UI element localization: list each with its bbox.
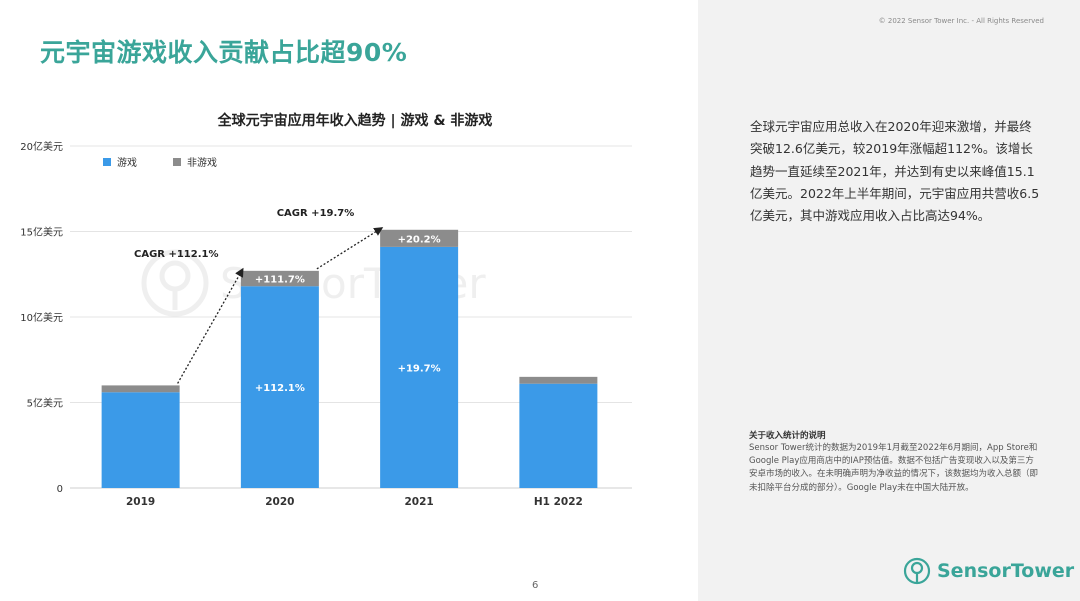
sensor-tower-logo: SensorTower xyxy=(903,557,1074,585)
copyright-text: © 2022 Sensor Tower Inc. - All Rights Re… xyxy=(878,17,1044,25)
bar-data-label: +19.7% xyxy=(398,363,441,374)
bar-data-label: +112.1% xyxy=(255,383,305,394)
bar-game xyxy=(380,246,459,488)
bar-data-label: +20.2% xyxy=(398,234,441,245)
cagr-label: CAGR +112.1% xyxy=(134,249,219,260)
chart-title: 全球元宇宙应用年收入趋势 | 游戏 & 非游戏 xyxy=(217,113,493,129)
bar-non-game xyxy=(519,376,598,384)
x-tick-label: 2019 xyxy=(126,496,155,508)
chart: 0 5亿美元 10亿美元 15亿美元 20亿美元 2019 2020 2021 H1 2022 +… xyxy=(20,140,632,508)
bar-game xyxy=(519,383,598,488)
x-tick-label: H1 2022 xyxy=(534,496,583,508)
page-number: 6 xyxy=(532,580,539,591)
legend-label: 非游戏 xyxy=(187,156,217,169)
summary-text: 全球元宇宙应用总收入在2020年迎来激增，并最终突破12.6亿美元，较2019年… xyxy=(750,119,1040,224)
page-title: 元宇宙游戏收入贡献占比超90% xyxy=(40,38,408,67)
y-tick-label: 0 xyxy=(57,484,63,495)
bar-data-label: +111.7% xyxy=(255,275,305,286)
bar-non-game xyxy=(240,270,319,287)
legend-swatch xyxy=(173,158,181,166)
cagr-label: CAGR +19.7% xyxy=(277,208,355,219)
legend-swatch xyxy=(103,158,111,166)
sensor-tower-logo-icon xyxy=(903,557,931,585)
cagr-arrow xyxy=(316,227,384,270)
right-panel xyxy=(698,0,1080,601)
bar-game xyxy=(101,392,180,488)
note-title: 关于收入统计的说明 xyxy=(749,431,826,441)
cagr-arrow xyxy=(177,267,244,384)
bar-non-game xyxy=(101,385,180,393)
note-text: Sensor Tower统计的数据为2019年1月截至2022年6月期间，App… xyxy=(749,443,1039,493)
legend-label: 游戏 xyxy=(117,156,137,169)
bar-game xyxy=(240,286,319,488)
y-tick-label: 5亿美元 xyxy=(27,397,63,410)
y-tick-label: 10亿美元 xyxy=(20,311,63,324)
y-tick-label: 20亿美元 xyxy=(20,140,63,153)
sensor-tower-logo-text: SensorTower xyxy=(937,560,1075,582)
bar-non-game xyxy=(380,229,459,247)
x-tick-label: 2020 xyxy=(265,496,294,508)
x-tick-label: 2021 xyxy=(405,496,434,508)
y-tick-label: 15亿美元 xyxy=(20,226,63,239)
